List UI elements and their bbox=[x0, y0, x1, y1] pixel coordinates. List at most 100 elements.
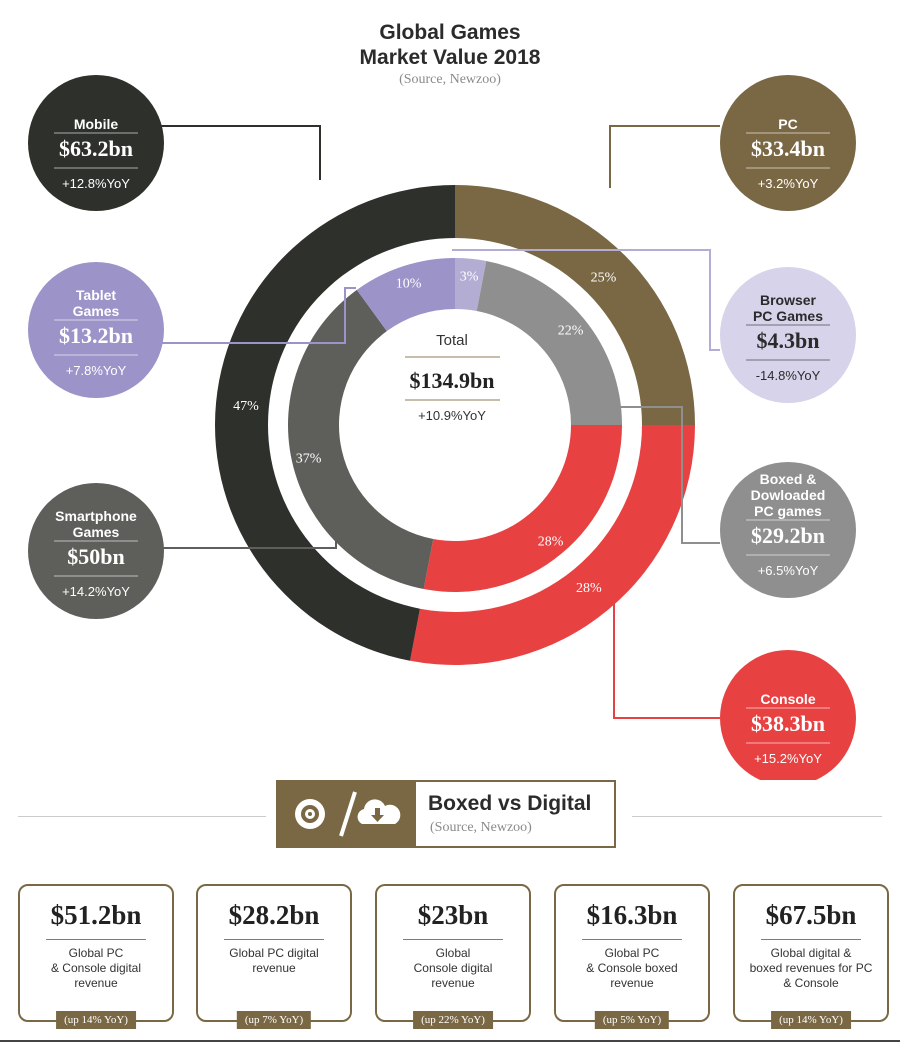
callout-name: PC bbox=[778, 116, 797, 132]
chart-subtitle: Market Value 2018 bbox=[359, 46, 541, 69]
inner-slice-label: 3% bbox=[460, 270, 479, 285]
card-yoy-badge: (up 7% YoY) bbox=[236, 1011, 312, 1029]
leader-line-console bbox=[613, 576, 720, 719]
card-description: Global PC & Console boxed revenue bbox=[586, 946, 678, 990]
callout-circle bbox=[28, 262, 164, 398]
callout-circle bbox=[720, 75, 856, 211]
section-divider-right bbox=[632, 816, 882, 817]
callout-name: Console bbox=[760, 691, 815, 707]
callout-yoy: +6.5%YoY bbox=[758, 563, 819, 578]
callout-name: Games bbox=[73, 524, 120, 540]
card-yoy-badge: (up 14% YoY) bbox=[56, 1011, 136, 1029]
callout-value: $4.3bn bbox=[757, 328, 820, 353]
callout-circle bbox=[28, 75, 164, 211]
outer-slice-label: 25% bbox=[591, 271, 617, 286]
card-yoy-badge: (up 14% YoY) bbox=[771, 1011, 851, 1029]
revenue-card: $28.2bn Global PC digital revenue (up 7%… bbox=[196, 884, 352, 1029]
callout-yoy: +7.8%YoY bbox=[66, 363, 127, 378]
inner-slice-label: 10% bbox=[396, 276, 422, 291]
card-rule bbox=[761, 939, 861, 940]
callout-circle bbox=[720, 462, 856, 598]
inner-slice-label: 22% bbox=[558, 323, 584, 338]
card-yoy-badge: (up 5% YoY) bbox=[594, 1011, 670, 1029]
card-value: $67.5bn bbox=[765, 900, 857, 930]
boxed-vs-digital-title: Boxed vs Digital bbox=[428, 792, 592, 815]
outer-slice-label: 28% bbox=[576, 581, 602, 596]
bvd-icon-panel bbox=[278, 782, 416, 846]
callout-name: Browser bbox=[760, 292, 817, 308]
boxed-vs-digital-source: (Source, Newzoo) bbox=[430, 820, 532, 835]
callout-console: Console $38.3bn +15.2%YoY bbox=[720, 650, 856, 780]
callout-name: PC games bbox=[754, 503, 822, 519]
callout-yoy: +12.8%YoY bbox=[62, 176, 130, 191]
card-description: Global PC & Console digital revenue bbox=[50, 946, 142, 990]
callout-circle bbox=[720, 267, 856, 403]
bottom-rule bbox=[0, 1040, 900, 1042]
outer-slice-mobile bbox=[214, 185, 455, 661]
boxed-vs-digital-header: Boxed vs Digital (Source, Newzoo) bbox=[276, 780, 616, 848]
leader-line-pc bbox=[609, 125, 720, 188]
callout-circle bbox=[28, 483, 164, 619]
inner-slice-console bbox=[423, 425, 622, 592]
outer-slice-console bbox=[410, 425, 695, 665]
callout-yoy: -14.8%YoY bbox=[756, 368, 821, 383]
inner-slice-tablet-games bbox=[356, 258, 455, 332]
disc-icon bbox=[295, 799, 325, 829]
revenue-card: $16.3bn Global PC & Console boxed revenu… bbox=[554, 884, 710, 1029]
chart-title: Global Games bbox=[379, 21, 521, 44]
leader-line-tablet bbox=[158, 287, 356, 344]
inner-slice-smartphone-games bbox=[287, 289, 434, 590]
callout-name: Mobile bbox=[74, 116, 119, 132]
callout-name: Boxed & bbox=[760, 471, 817, 487]
cloud-download-icon bbox=[357, 799, 401, 824]
revenue-card: $67.5bn Global digital & boxed revenues … bbox=[733, 884, 889, 1029]
callout-value: $50bn bbox=[67, 544, 124, 569]
leader-line-boxed bbox=[590, 355, 720, 544]
inner-slice-label: 37% bbox=[296, 452, 322, 467]
leader-line-smartphone bbox=[158, 494, 337, 549]
callout-yoy: +3.2%YoY bbox=[758, 176, 819, 191]
callout-name: Tablet bbox=[76, 287, 117, 303]
card-rule bbox=[403, 939, 503, 940]
card-value: $28.2bn bbox=[228, 900, 320, 930]
card-value: $51.2bn bbox=[50, 900, 142, 930]
callout-pc: PC $33.4bn +3.2%YoY bbox=[720, 75, 856, 211]
card-value: $23bn bbox=[417, 900, 489, 930]
center-total-label: Total bbox=[436, 332, 468, 349]
callout-yoy: +15.2%YoY bbox=[754, 751, 822, 766]
center-total-yoy: +10.9%YoY bbox=[418, 408, 486, 423]
callout-yoy: +14.2%YoY bbox=[62, 584, 130, 599]
leader-line-mobile bbox=[158, 125, 321, 180]
callout-value: $29.2bn bbox=[751, 523, 825, 548]
callout-name: Smartphone bbox=[55, 508, 137, 524]
callout-name: Dowloaded bbox=[751, 487, 826, 503]
slash-divider-icon bbox=[339, 791, 357, 837]
callout-value: $13.2bn bbox=[59, 323, 133, 348]
card-description: Global Console digital revenue bbox=[413, 946, 493, 990]
leader-line-browser bbox=[452, 249, 720, 351]
card-rule bbox=[46, 939, 146, 940]
card-rule bbox=[224, 939, 324, 940]
inner-slice-boxed-dowloaded-pc-games bbox=[476, 260, 622, 425]
section-divider-left bbox=[18, 816, 266, 817]
card-description: Global digital & boxed revenues for PC &… bbox=[749, 946, 873, 990]
outer-slice-pc bbox=[455, 185, 695, 425]
inner-slice-browser-pc-games bbox=[455, 258, 487, 312]
inner-slice-label: 28% bbox=[538, 535, 564, 550]
card-description: Global PC digital revenue bbox=[229, 946, 319, 975]
callout-circle bbox=[720, 650, 856, 780]
callout-value: $63.2bn bbox=[59, 136, 133, 161]
callout-name: PC Games bbox=[753, 308, 823, 324]
games-market-donut-chart: 25% 28% 47% 3% 22% 28% 37% 10% Total $134.9bn +10.… bbox=[28, 75, 856, 780]
revenue-card: $51.2bn Global PC & Console digital reve… bbox=[18, 884, 174, 1029]
revenue-card: $23bn Global Console digital revenue (up… bbox=[375, 884, 531, 1029]
callout-name: Games bbox=[73, 303, 120, 319]
chart-source: (Source, Newzoo) bbox=[399, 72, 501, 87]
callout-mobile: Mobile $63.2bn +12.8%YoY bbox=[28, 75, 164, 211]
card-yoy-badge: (up 22% YoY) bbox=[413, 1011, 493, 1029]
card-value: $16.3bn bbox=[586, 900, 678, 930]
